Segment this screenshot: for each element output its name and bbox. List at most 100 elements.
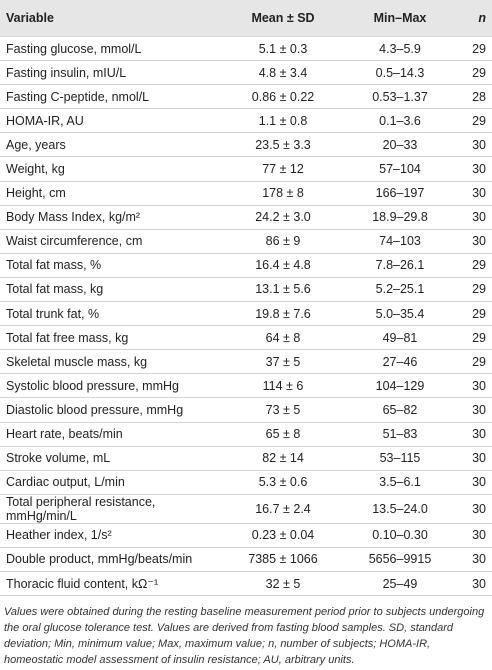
table-cell: 104–129 <box>344 373 456 398</box>
footnote: Values were obtained during the resting … <box>4 606 485 667</box>
table-cell: Total fat free mass, kg <box>0 325 222 350</box>
table-cell: Total fat mass, kg <box>0 276 222 302</box>
header-cell: Min–Max <box>344 0 456 37</box>
header-row: Variable Mean ± SD Min–Max n <box>0 0 492 37</box>
table-cell: 5.3 ± 0.6 <box>222 469 344 495</box>
table-row: Waist circumference, cm 86 ± 9 74–103 30 <box>0 228 492 254</box>
table-row: Total fat mass, % 16.4 ± 4.8 7.8–26.1 29 <box>0 252 492 278</box>
header-cell: n <box>456 0 492 37</box>
table-cell: Cardiac output, L/min <box>0 469 222 495</box>
table-cell: 28 <box>456 84 492 109</box>
table-cell: 65–82 <box>344 397 456 422</box>
table-cell: 5.0–35.4 <box>344 301 456 326</box>
table-cell: 29 <box>456 276 492 302</box>
table-row: Body Mass Index, kg/m² 24.2 ± 3.0 18.9–29.… <box>0 204 492 230</box>
table-cell: 29 <box>456 108 492 133</box>
table-row: Systolic blood pressure, mmHg 114 ± 6 104–… <box>0 373 492 398</box>
table-cell: 5656–9915 <box>344 546 456 572</box>
table-cell: 30 <box>456 373 492 398</box>
table-cell: 0.53–1.37 <box>344 84 456 109</box>
table-cell: 30 <box>456 180 492 206</box>
table-row: Stroke volume, mL 82 ± 14 53–115 30 <box>0 445 492 471</box>
table-cell: HOMA-IR, AU <box>0 108 222 133</box>
table-body: Fasting glucose, mmol/L 5.1 ± 0.3 4.3–5.9 2… <box>0 35 492 597</box>
table-cell: 30 <box>456 546 492 572</box>
table-cell: 19.8 ± 7.6 <box>222 301 344 326</box>
table-cell: 30 <box>456 132 492 157</box>
table-row: Fasting C-peptide, nmol/L 0.86 ± 0.22 0.53… <box>0 84 492 109</box>
table-row: Total peripheral resistance, mmHg/min/L 1… <box>0 493 492 524</box>
table-cell: 16.7 ± 2.4 <box>222 493 344 524</box>
table-cell: 74–103 <box>344 228 456 254</box>
table-cell: 0.23 ± 0.04 <box>222 522 344 548</box>
table-cell: 30 <box>456 493 492 524</box>
table-row: Fasting insulin, mIU/L 4.8 ± 3.4 0.5–14.3 2… <box>0 60 492 85</box>
table-cell: 29 <box>456 252 492 278</box>
table-cell: 30 <box>456 397 492 422</box>
table-cell: Body Mass Index, kg/m² <box>0 204 222 230</box>
table-cell: 23.5 ± 3.3 <box>222 132 344 157</box>
table-cell: Total fat mass, % <box>0 252 222 278</box>
table-cell: Fasting C-peptide, nmol/L <box>0 84 222 109</box>
table-cell: 13.1 ± 5.6 <box>222 276 344 302</box>
header-cell: Mean ± SD <box>222 0 344 37</box>
table-cell: 13.5–24.0 <box>344 493 456 524</box>
table-cell: 5.2–25.1 <box>344 276 456 302</box>
table-cell: 29 <box>456 301 492 326</box>
table-cell: Double product, mmHg/beats/min <box>0 546 222 572</box>
table-cell: Diastolic blood pressure, mmHg <box>0 397 222 422</box>
header-cell: Variable <box>0 0 222 37</box>
table-row: Height, cm 178 ± 8 166–197 30 <box>0 180 492 206</box>
table-cell: 86 ± 9 <box>222 228 344 254</box>
table-row: Double product, mmHg/beats/min 7385 ± 106… <box>0 546 492 572</box>
table-cell: 30 <box>456 469 492 495</box>
table-cell: Systolic blood pressure, mmHg <box>0 373 222 398</box>
table-cell: 30 <box>456 156 492 182</box>
table-cell: Height, cm <box>0 180 222 206</box>
table-cell: 114 ± 6 <box>222 373 344 398</box>
table-cell: 0.10–0.30 <box>344 522 456 548</box>
table-row: Fasting glucose, mmol/L 5.1 ± 0.3 4.3–5.9 2… <box>0 35 492 61</box>
table-cell: 30 <box>456 421 492 447</box>
table-cell: 30 <box>456 445 492 471</box>
table-cell: 37 ± 5 <box>222 349 344 374</box>
table-cell: 4.3–5.9 <box>344 35 456 61</box>
table-cell: Fasting insulin, mIU/L <box>0 60 222 85</box>
table-cell: 30 <box>456 570 492 597</box>
table-cell: 57–104 <box>344 156 456 182</box>
table-cell: 7385 ± 1066 <box>222 546 344 572</box>
table-cell: 4.8 ± 3.4 <box>222 60 344 85</box>
table-cell: 7.8–26.1 <box>344 252 456 278</box>
table-cell: 49–81 <box>344 325 456 350</box>
table-cell: Skeletal muscle mass, kg <box>0 349 222 374</box>
table-cell: 178 ± 8 <box>222 180 344 206</box>
table-row: HOMA-IR, AU 1.1 ± 0.8 0.1–3.6 29 <box>0 108 492 133</box>
table-cell: 32 ± 5 <box>222 570 344 597</box>
table-cell: 18.9–29.8 <box>344 204 456 230</box>
table-cell: 25–49 <box>344 570 456 597</box>
table-cell: 20–33 <box>344 132 456 157</box>
table-cell: 65 ± 8 <box>222 421 344 447</box>
table-cell: 53–115 <box>344 445 456 471</box>
table-row: Cardiac output, L/min 5.3 ± 0.6 3.5–6.1 30 <box>0 469 492 495</box>
table-cell: 29 <box>456 349 492 374</box>
table-row: Diastolic blood pressure, mmHg 73 ± 5 65–8… <box>0 397 492 422</box>
table-cell: Weight, kg <box>0 156 222 182</box>
table-cell: 0.1–3.6 <box>344 108 456 133</box>
table-cell: 0.86 ± 0.22 <box>222 84 344 109</box>
table-cell: Age, years <box>0 132 222 157</box>
table-header: Variable Mean ± SD Min–Max n <box>0 0 492 37</box>
table-row: Total trunk fat, % 19.8 ± 7.6 5.0–35.4 29 <box>0 301 492 326</box>
table-cell: 29 <box>456 35 492 61</box>
table-cell: 73 ± 5 <box>222 397 344 422</box>
table-cell: 64 ± 8 <box>222 325 344 350</box>
table-cell: 3.5–6.1 <box>344 469 456 495</box>
table-row: Age, years 23.5 ± 3.3 20–33 30 <box>0 132 492 157</box>
table-cell: Stroke volume, mL <box>0 445 222 471</box>
table-cell: 82 ± 14 <box>222 445 344 471</box>
table-row: Total fat mass, kg 13.1 ± 5.6 5.2–25.1 29 <box>0 276 492 302</box>
table-cell: Total trunk fat, % <box>0 301 222 326</box>
table-row: Weight, kg 77 ± 12 57–104 30 <box>0 156 492 182</box>
table-row: Skeletal muscle mass, kg 37 ± 5 27–46 29 <box>0 349 492 374</box>
